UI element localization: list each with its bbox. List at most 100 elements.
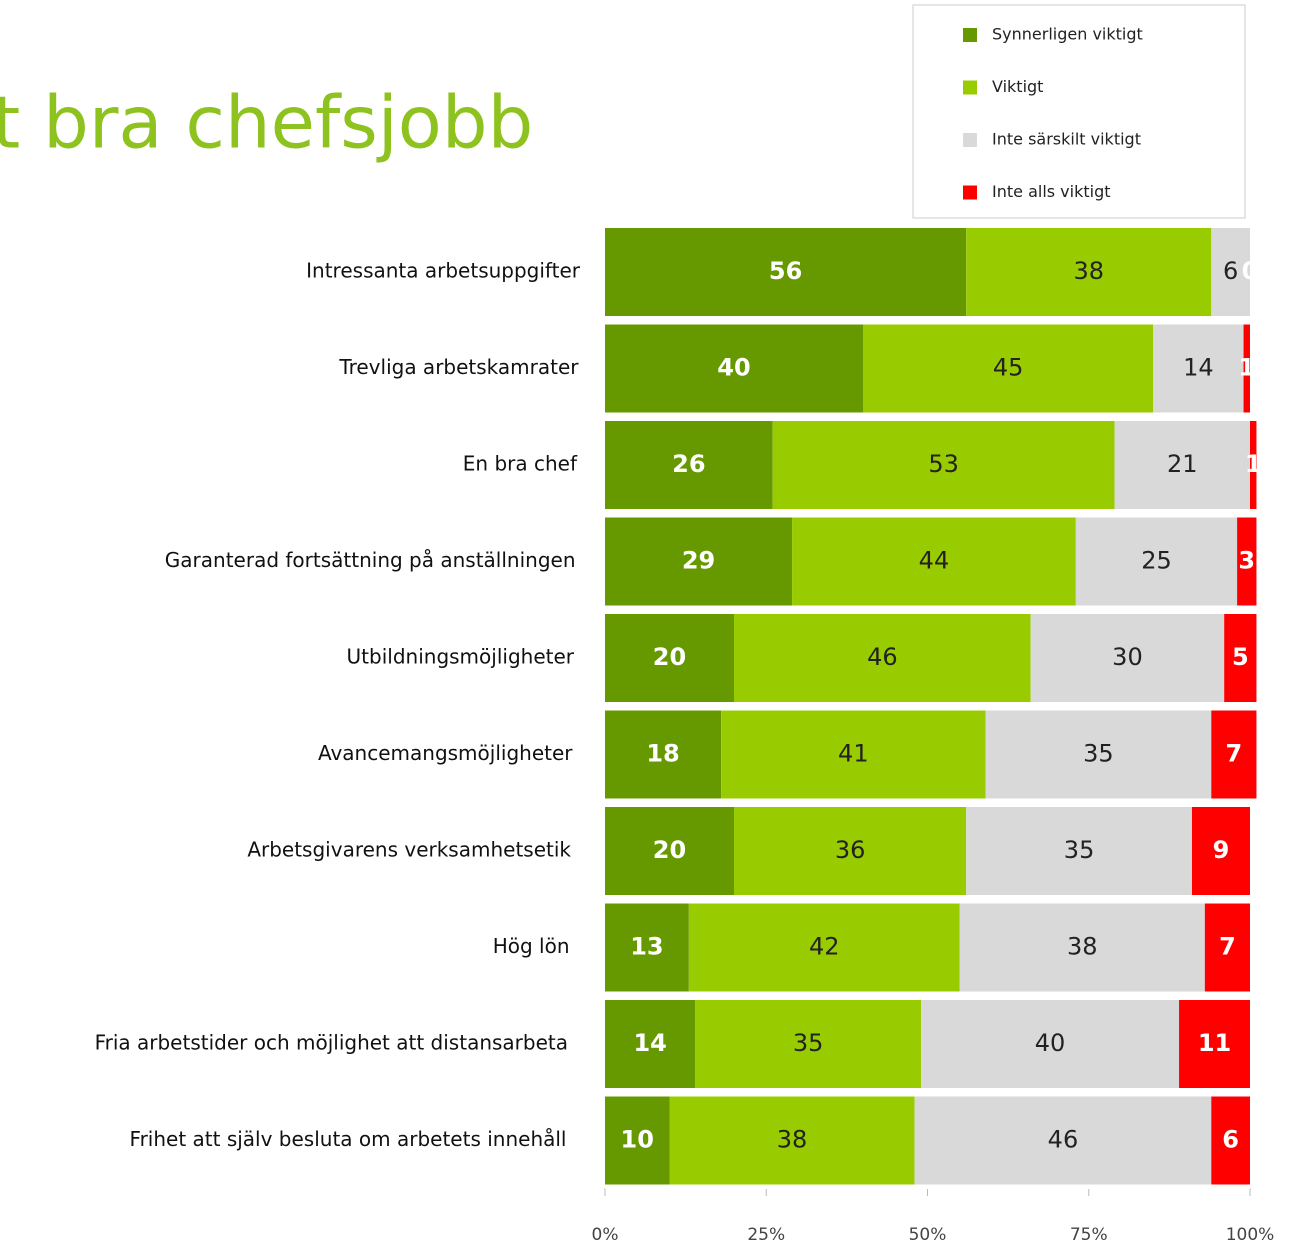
value-label: 35 [1083,740,1114,768]
y-tick-label: Garanterad fortsättning på anställningen [165,548,576,572]
legend-swatch [963,80,977,95]
x-tick-label: 50% [909,1225,947,1245]
value-label: 5 [1232,643,1249,671]
bar-segment [605,903,689,992]
value-label: 38 [1073,257,1104,285]
bar-segment [863,324,1154,413]
value-label: 29 [682,547,715,575]
value-label: 46 [867,643,898,671]
value-label: 14 [633,1029,666,1057]
bar-segment [605,324,863,413]
value-label: 20 [653,836,686,864]
value-label: 1 [1238,354,1255,382]
value-label: 21 [1167,450,1198,478]
y-tick-label: Frihet att själv besluta om arbetets inn… [130,1127,567,1151]
value-label: 38 [777,1126,808,1154]
y-tick-label: Utbildningsmöjligheter [347,645,575,669]
legend-swatch [963,133,977,147]
bar-segment [921,1000,1180,1088]
value-label: 25 [1141,547,1172,575]
value-label: 56 [769,257,802,285]
bar-segment [605,228,967,316]
bar-segment [669,1096,915,1185]
value-label: 0 [1242,257,1259,285]
value-label: 7 [1219,933,1236,961]
y-tick-label: En bra chef [463,452,578,476]
value-label: 1 [1245,450,1262,478]
bar-segment [605,1096,670,1185]
value-label: 18 [646,740,679,768]
bar-segment [1243,324,1250,413]
bar-segment [1211,228,1250,316]
value-label: 35 [1064,836,1095,864]
bar-segment [1211,710,1257,799]
x-tick-label: 0% [592,1225,619,1245]
legend-label: Inte särskilt viktigt [992,130,1141,149]
bar-segment [734,807,967,895]
bar-segment [605,807,734,895]
bar-segment [966,807,1192,895]
value-label: 10 [621,1126,654,1154]
bar-segment [1179,1000,1250,1088]
x-tick-label: 75% [1070,1225,1108,1245]
value-label: 40 [717,354,750,382]
bar-segment [1075,517,1238,606]
bar-segment [605,421,773,509]
bar-segment [695,1000,922,1088]
value-label: 7 [1226,740,1243,768]
bar-segment [1030,614,1225,702]
y-tick-label: Hög lön [493,934,570,958]
bar-segment [1114,421,1250,509]
value-label: 11 [1198,1029,1231,1057]
bar-segment [959,903,1205,992]
value-label: 6 [1223,257,1238,285]
bar-segment [1250,421,1257,509]
value-label: 42 [809,933,840,961]
bar-segment [966,228,1212,316]
value-label: 26 [672,450,705,478]
y-tick-label: Arbetsgivarens verksamhetsetik [247,838,571,862]
bar-segment [1191,807,1250,895]
bar-segment [721,710,986,799]
y-tick-label: Avancemangsmöjligheter [318,741,573,765]
bar-segment [605,614,734,702]
bar-segment [1237,517,1257,606]
bar-segment [605,517,793,606]
value-label: 40 [1035,1029,1066,1057]
bar-segment [688,903,960,992]
bar-segment [734,614,1031,702]
value-label: 45 [993,354,1024,382]
legend-label: Inte alls viktigt [992,182,1111,201]
value-label: 20 [653,643,686,671]
y-tick-label: Fria arbetstider och möjlighet att dista… [95,1031,568,1055]
bar-segment [605,710,722,799]
value-label: 9 [1213,836,1230,864]
x-tick-label: 25% [747,1225,785,1245]
value-label: 30 [1112,643,1143,671]
bar-segment [605,1000,696,1088]
value-label: 14 [1183,354,1214,382]
value-label: 38 [1067,933,1098,961]
value-label: 44 [919,547,950,575]
legend-swatch [963,28,977,42]
y-tick-label: Trevliga arbetskamrater [338,355,579,379]
bar-segment [1224,614,1257,702]
value-label: 35 [793,1029,824,1057]
bar-segment [1211,1096,1250,1185]
value-label: 3 [1238,547,1255,575]
legend-label: Synnerligen viktigt [992,25,1143,44]
chart-title: t bra chefsjobb [0,81,533,165]
bar-segment [772,421,1115,509]
value-label: 36 [835,836,866,864]
value-label: 6 [1222,1126,1239,1154]
bar-segment [1204,903,1250,992]
value-label: 13 [630,933,663,961]
bar-segment [792,517,1076,606]
value-label: 41 [838,740,869,768]
value-label: 53 [928,450,959,478]
legend-swatch [963,185,977,200]
x-tick-label: 100% [1226,1225,1275,1245]
bar-segment [1153,324,1244,413]
